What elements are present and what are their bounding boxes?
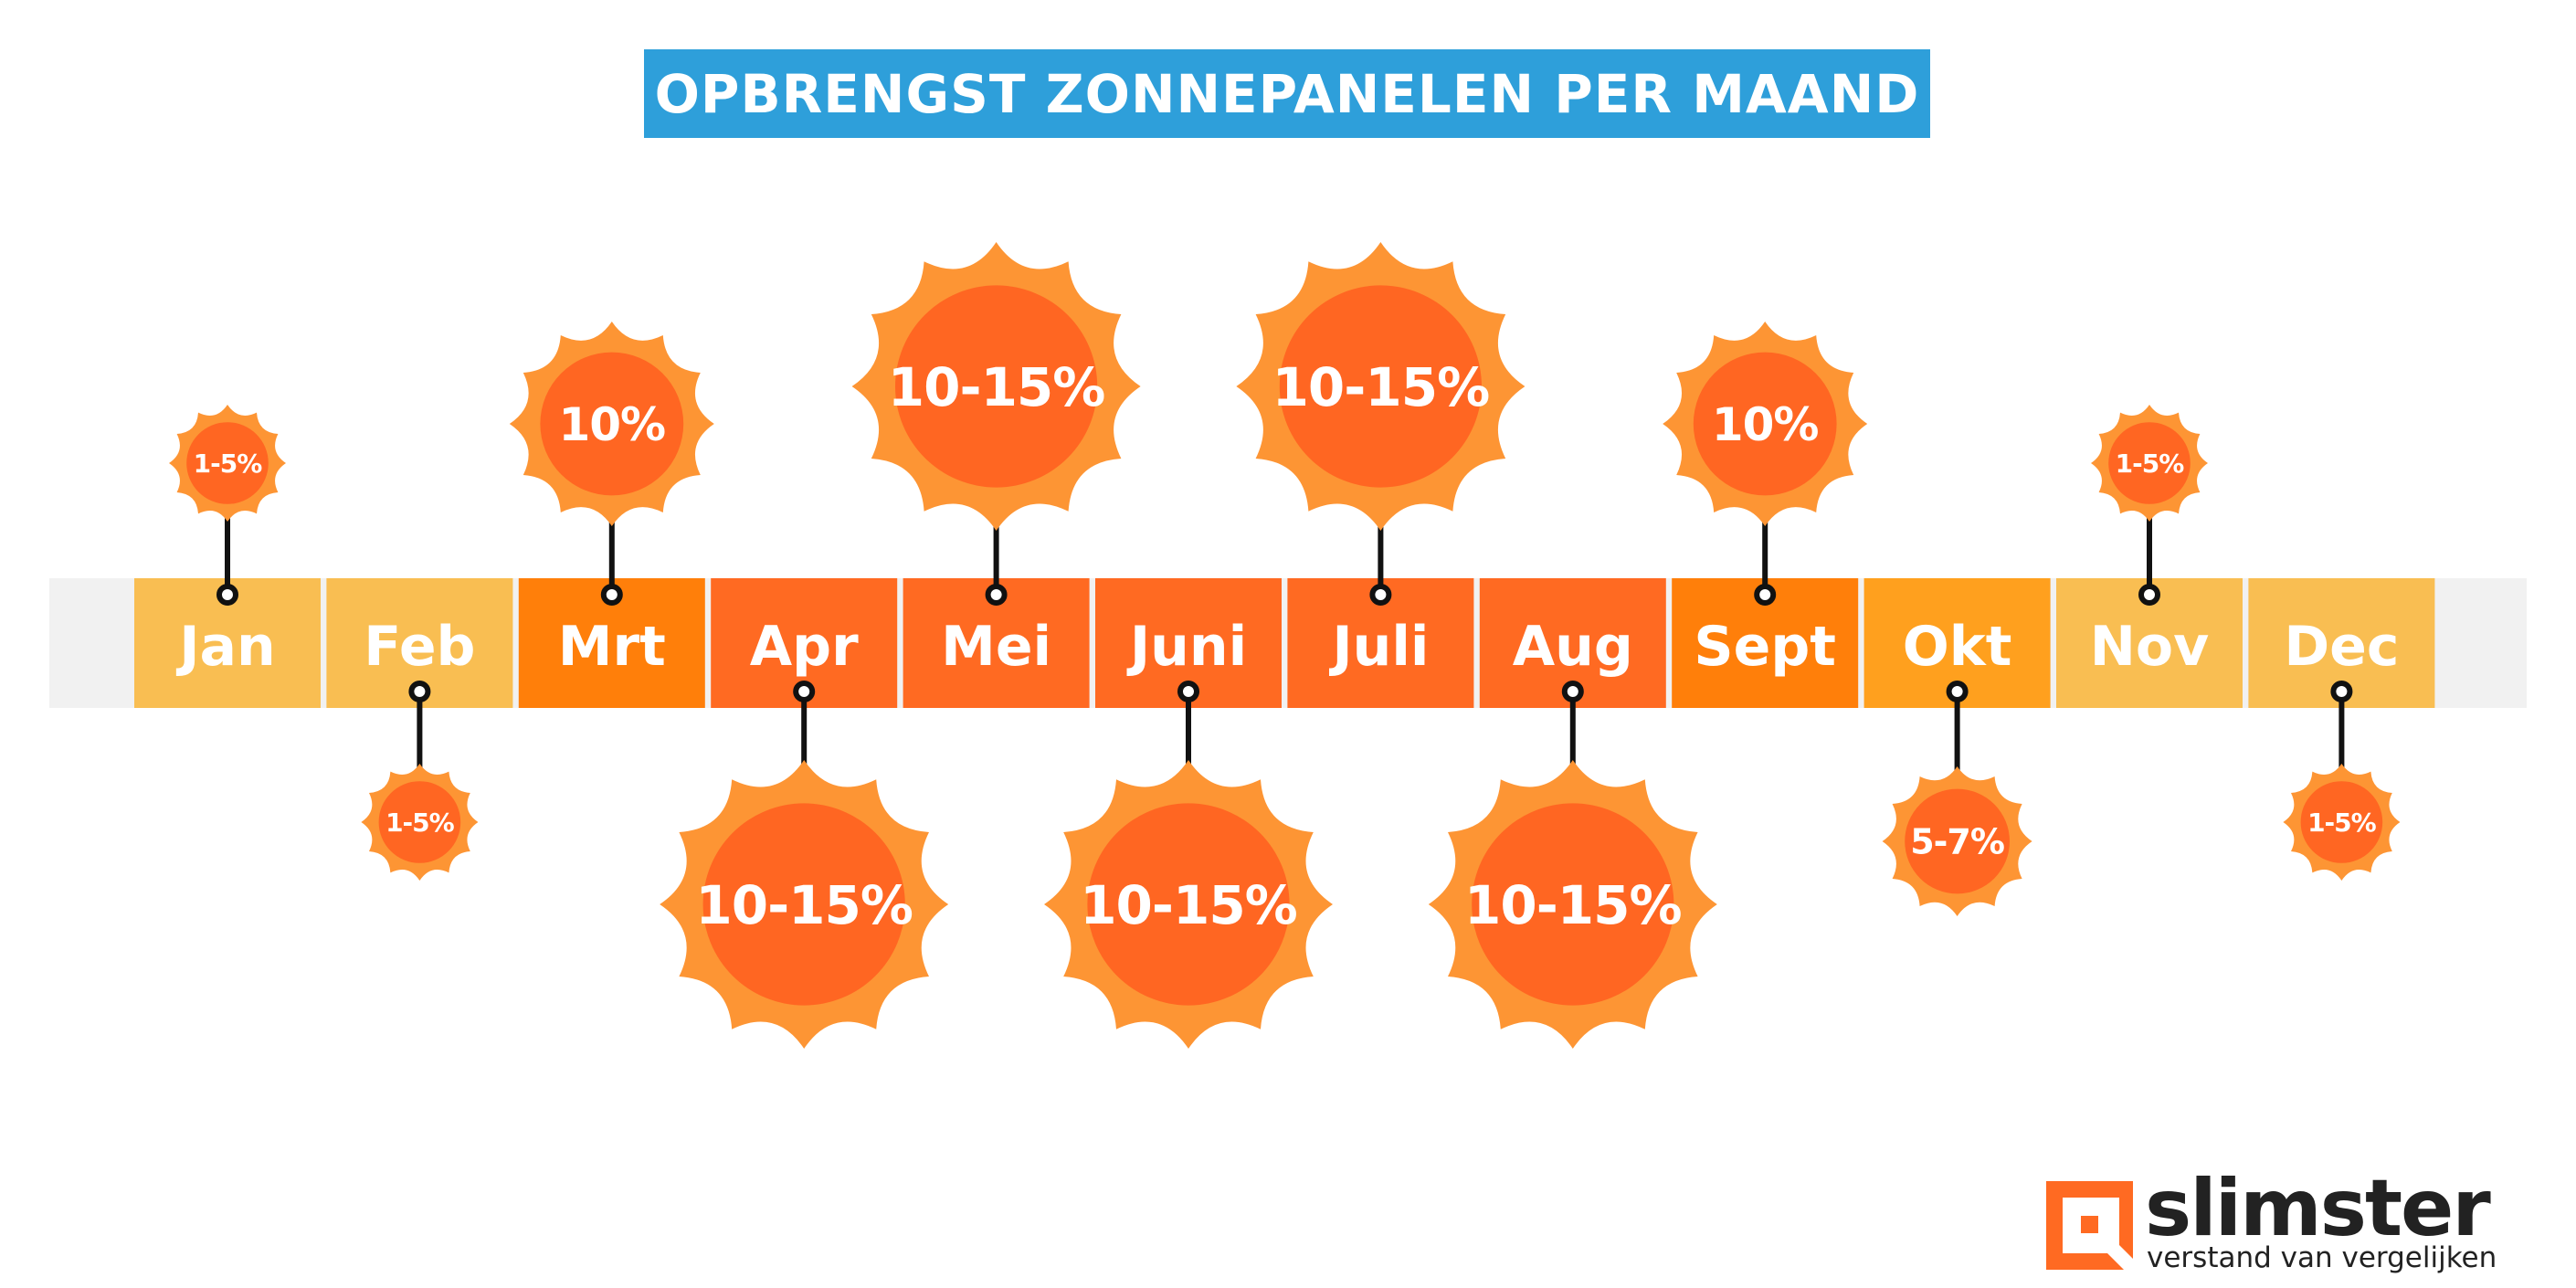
- month-yield-value: 10-15%: [695, 874, 913, 936]
- sun-core: [1693, 352, 1837, 496]
- sun-core: [2108, 422, 2191, 504]
- connector-dot: [2138, 584, 2160, 606]
- month-label: Dec: [2284, 615, 2399, 679]
- month-label: Apr: [750, 615, 859, 679]
- month-label: Nov: [2090, 615, 2210, 679]
- month-yield-value: 1-5%: [385, 808, 455, 838]
- month-yield-value: 1-5%: [2307, 808, 2377, 838]
- month-label: Juni: [1126, 615, 1247, 679]
- slimster-logo: slimster verstand van vergelijken: [2046, 1163, 2567, 1279]
- sun-core: [378, 781, 461, 863]
- connector-dot: [985, 584, 1008, 606]
- month-yield-value: 10%: [1712, 398, 1819, 451]
- connector-dot: [2330, 681, 2353, 702]
- month-label: Feb: [364, 615, 475, 679]
- month-label: Aug: [1513, 615, 1633, 679]
- sun-core: [1472, 803, 1674, 1006]
- logo-name: slimster: [2145, 1163, 2491, 1254]
- sun-core: [540, 352, 684, 496]
- connector-dot: [1754, 584, 1777, 606]
- month-yield-value: 1-5%: [194, 449, 263, 479]
- sun-core: [1279, 285, 1482, 488]
- month-yield-value: 1-5%: [2116, 449, 2185, 479]
- logo-mark-icon: [2046, 1181, 2133, 1270]
- sun-core: [895, 285, 1098, 488]
- month-label: Mei: [941, 615, 1051, 679]
- sun-core: [1087, 803, 1290, 1006]
- sun-core: [1905, 788, 2011, 894]
- connector-dot: [1369, 584, 1392, 606]
- month-label: Jan: [175, 615, 276, 679]
- month-yield-value: 10-15%: [1464, 874, 1682, 936]
- page-title: OPBRENGST ZONNEPANELEN PER MAAND: [644, 49, 1930, 138]
- sun-core: [186, 422, 269, 504]
- connector-dot: [793, 681, 816, 702]
- month-yield-value: 10-15%: [1272, 356, 1490, 418]
- connector-dot: [600, 584, 623, 606]
- sun-core: [702, 803, 905, 1006]
- month-yield-value: 5-7%: [1910, 822, 2004, 862]
- month-yield-value: 10-15%: [1080, 874, 1297, 936]
- month-label: Sept: [1694, 615, 1836, 679]
- connector-dot: [1561, 681, 1584, 702]
- connector-dot: [408, 681, 431, 702]
- logo-tagline: verstand van vergelijken: [2147, 1241, 2497, 1274]
- month-label: Okt: [1903, 615, 2012, 679]
- month-label: Juli: [1328, 615, 1429, 679]
- connector-dot: [1946, 681, 1969, 702]
- month-label: Mrt: [558, 615, 666, 679]
- month-yield-value: 10%: [558, 398, 665, 451]
- connector-dot: [216, 584, 238, 606]
- connector-dot: [1177, 681, 1199, 702]
- sun-core: [2300, 781, 2383, 863]
- month-yield-value: 10-15%: [888, 356, 1105, 418]
